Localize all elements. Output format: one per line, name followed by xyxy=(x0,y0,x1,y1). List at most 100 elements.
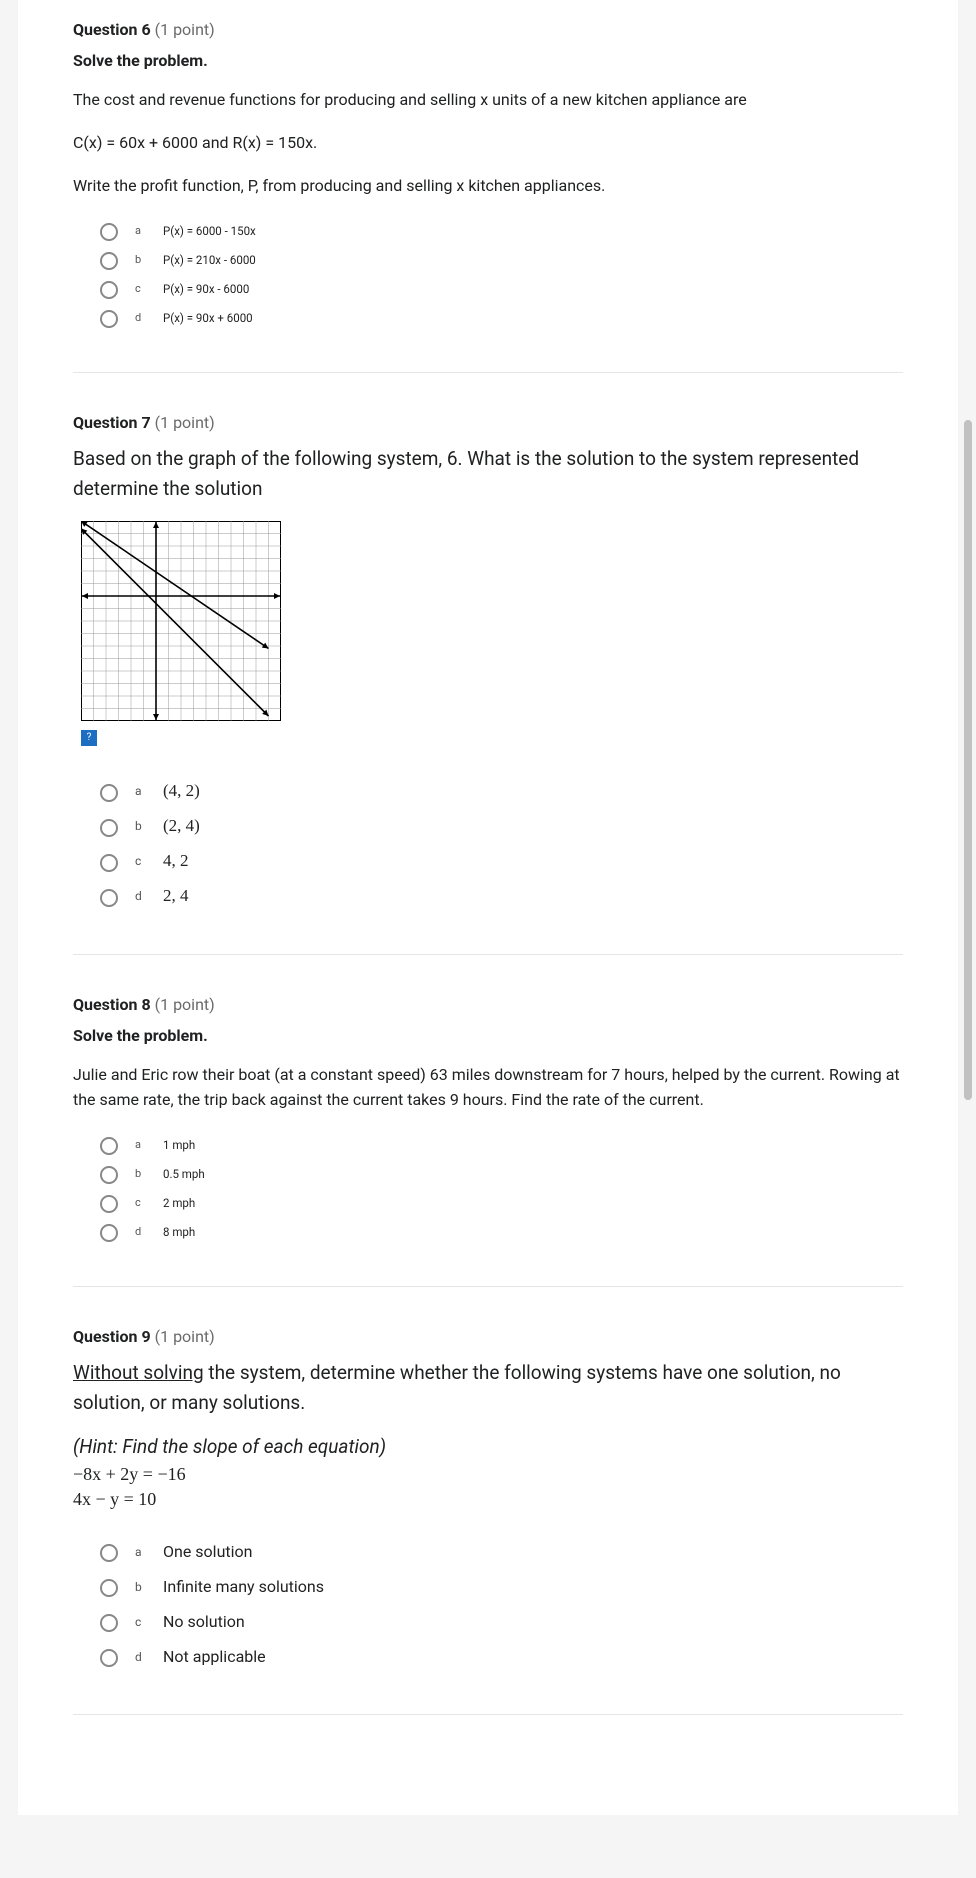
underlined-text: Without solving xyxy=(73,1361,204,1384)
option-text: 4, 2 xyxy=(163,851,189,871)
graph-image: ? xyxy=(81,521,903,746)
radio-input[interactable] xyxy=(100,1649,118,1667)
option-letter: b xyxy=(135,1167,149,1180)
question-header: Question 9 (1 point) xyxy=(73,1327,903,1346)
radio-input[interactable] xyxy=(100,223,118,241)
option-letter: c xyxy=(135,282,149,295)
question-header: Question 8 (1 point) xyxy=(73,995,903,1014)
option-text: One solution xyxy=(163,1542,252,1561)
question-points: (1 point) xyxy=(151,995,215,1014)
answer-option-a[interactable]: a One solution xyxy=(95,1534,903,1569)
radio-input[interactable] xyxy=(100,1137,118,1155)
radio-input[interactable] xyxy=(100,889,118,907)
answer-option-b[interactable]: b Infinite many solutions xyxy=(95,1569,903,1604)
answer-options: a One solution b Infinite many solutions… xyxy=(95,1534,903,1674)
question-points: (1 point) xyxy=(151,413,215,432)
answer-option-a[interactable]: a P(x) = 6000 - 150x xyxy=(95,216,903,245)
question-number: Question 8 xyxy=(73,995,151,1014)
system-graph xyxy=(81,521,281,721)
question-body-text: Based on the graph of the following syst… xyxy=(73,444,903,503)
answer-option-d[interactable]: d P(x) = 90x + 6000 xyxy=(95,303,903,332)
question-points: (1 point) xyxy=(151,1327,215,1346)
option-text: Not applicable xyxy=(163,1647,266,1666)
option-text: 2 mph xyxy=(163,1196,195,1210)
question-9: Question 9 (1 point) Without solving the… xyxy=(73,1327,903,1715)
help-icon[interactable]: ? xyxy=(81,730,97,746)
option-text: 2, 4 xyxy=(163,886,189,906)
option-letter: a xyxy=(135,1545,149,1559)
option-letter: c xyxy=(135,1196,149,1209)
answer-option-c[interactable]: c P(x) = 90x - 6000 xyxy=(95,274,903,303)
answer-option-d[interactable]: d Not applicable xyxy=(95,1639,903,1674)
radio-input[interactable] xyxy=(100,819,118,837)
option-letter: c xyxy=(135,1615,149,1629)
question-subtitle: Solve the problem. xyxy=(73,51,903,70)
answer-option-c[interactable]: c 2 mph xyxy=(95,1188,903,1217)
answer-options: a 1 mph b 0.5 mph c 2 mph d 8 mph xyxy=(95,1130,903,1246)
radio-input[interactable] xyxy=(100,784,118,802)
question-body-text: C(x) = 60x + 6000 and R(x) = 150x. xyxy=(73,131,903,156)
radio-input[interactable] xyxy=(100,854,118,872)
question-body-text: Julie and Eric row their boat (at a cons… xyxy=(73,1063,903,1113)
answer-option-d[interactable]: d 8 mph xyxy=(95,1217,903,1246)
option-text: Infinite many solutions xyxy=(163,1577,324,1596)
answer-option-a[interactable]: a 1 mph xyxy=(95,1130,903,1159)
answer-options: a (4, 2) b (2, 4) c 4, 2 d 2, 4 xyxy=(95,774,903,914)
option-letter: b xyxy=(135,819,149,833)
option-text: (2, 4) xyxy=(163,816,200,836)
option-letter: a xyxy=(135,224,149,237)
answer-options: a P(x) = 6000 - 150x b P(x) = 210x - 600… xyxy=(95,216,903,332)
quiz-page: Question 6 (1 point) Solve the problem. … xyxy=(18,0,958,1815)
option-letter: a xyxy=(135,784,149,798)
answer-option-d[interactable]: d 2, 4 xyxy=(95,879,903,914)
option-text: 8 mph xyxy=(163,1225,195,1239)
equation-2: 4x − y = 10 xyxy=(73,1489,903,1510)
scrollbar-thumb[interactable] xyxy=(964,420,972,1100)
question-subtitle: Solve the problem. xyxy=(73,1026,903,1045)
option-text: 1 mph xyxy=(163,1138,195,1152)
question-number: Question 7 xyxy=(73,413,151,432)
question-7: Question 7 (1 point) Based on the graph … xyxy=(73,413,903,954)
option-letter: d xyxy=(135,889,149,903)
question-points: (1 point) xyxy=(151,20,215,39)
radio-input[interactable] xyxy=(100,1224,118,1242)
option-letter: c xyxy=(135,854,149,868)
answer-option-b[interactable]: b P(x) = 210x - 6000 xyxy=(95,245,903,274)
question-number: Question 9 xyxy=(73,1327,151,1346)
answer-option-a[interactable]: a (4, 2) xyxy=(95,774,903,809)
radio-input[interactable] xyxy=(100,1195,118,1213)
question-8: Question 8 (1 point) Solve the problem. … xyxy=(73,995,903,1288)
answer-option-b[interactable]: b 0.5 mph xyxy=(95,1159,903,1188)
question-body-text: Without solving the system, determine wh… xyxy=(73,1358,903,1417)
option-text: P(x) = 6000 - 150x xyxy=(163,224,256,238)
radio-input[interactable] xyxy=(100,1614,118,1632)
question-header: Question 6 (1 point) xyxy=(73,20,903,39)
option-letter: d xyxy=(135,1225,149,1238)
radio-input[interactable] xyxy=(100,1544,118,1562)
option-letter: b xyxy=(135,253,149,266)
equation-1: −8x + 2y = −16 xyxy=(73,1464,903,1485)
option-letter: a xyxy=(135,1138,149,1151)
option-letter: d xyxy=(135,311,149,324)
radio-input[interactable] xyxy=(100,1579,118,1597)
question-6: Question 6 (1 point) Solve the problem. … xyxy=(73,20,903,373)
answer-option-c[interactable]: c No solution xyxy=(95,1604,903,1639)
radio-input[interactable] xyxy=(100,281,118,299)
question-header: Question 7 (1 point) xyxy=(73,413,903,432)
option-letter: d xyxy=(135,1650,149,1664)
option-text: P(x) = 90x + 6000 xyxy=(163,311,253,325)
radio-input[interactable] xyxy=(100,310,118,328)
question-body-text: The cost and revenue functions for produ… xyxy=(73,88,903,113)
radio-input[interactable] xyxy=(100,1166,118,1184)
question-hint: (Hint: Find the slope of each equation) xyxy=(73,1435,903,1458)
option-text: No solution xyxy=(163,1612,245,1631)
answer-option-c[interactable]: c 4, 2 xyxy=(95,844,903,879)
radio-input[interactable] xyxy=(100,252,118,270)
option-text: 0.5 mph xyxy=(163,1167,205,1181)
option-letter: b xyxy=(135,1580,149,1594)
answer-option-b[interactable]: b (2, 4) xyxy=(95,809,903,844)
scrollbar[interactable] xyxy=(964,0,972,1815)
question-number: Question 6 xyxy=(73,20,151,39)
option-text: P(x) = 210x - 6000 xyxy=(163,253,256,267)
option-text: P(x) = 90x - 6000 xyxy=(163,282,249,296)
